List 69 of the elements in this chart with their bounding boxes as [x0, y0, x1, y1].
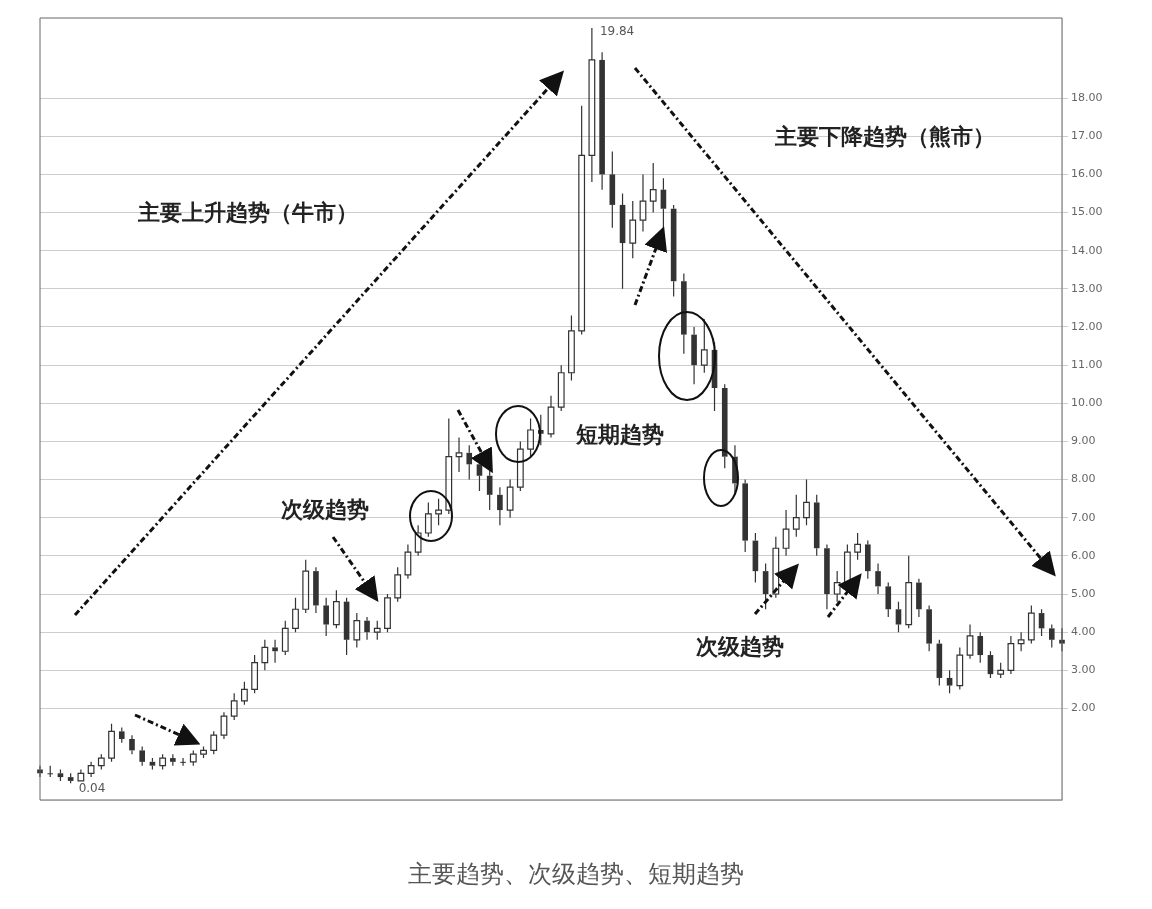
candlestick: [435, 498, 442, 526]
candlestick: [966, 623, 974, 660]
annotation: 19.84: [599, 24, 635, 39]
candlestick: [404, 543, 412, 580]
y-tick-label: 14.00: [1071, 243, 1103, 257]
candlestick: [220, 711, 228, 740]
y-tick-label: 15.00: [1071, 205, 1103, 219]
candlestick: [639, 173, 647, 233]
candlestick: [445, 417, 453, 515]
candlestick: [547, 395, 555, 439]
candlestick: [803, 478, 810, 526]
y-tick-label: 11.00: [1071, 357, 1103, 371]
annotation: 主要下降趋势（熊市）: [775, 123, 995, 151]
annotation: 主要上升趋势（牛市）: [138, 199, 358, 227]
y-tick-label: 17.00: [1071, 129, 1103, 143]
text: 主要趋势、次级趋势、短期趋势: [407, 859, 745, 890]
annotation: 次级趋势: [281, 496, 369, 524]
candlestick: [609, 150, 616, 229]
candlestick: [681, 272, 687, 355]
candlestick: [588, 27, 596, 183]
candlestick: [854, 532, 862, 561]
candlestick: [905, 555, 913, 629]
y-tick-label: 5.00: [1071, 586, 1096, 600]
candlestick: [1007, 635, 1015, 675]
candlestick: [455, 437, 463, 473]
y-tick-label: 7.00: [1071, 510, 1096, 524]
candlestick: [170, 753, 176, 767]
candlestick: [466, 444, 473, 481]
y-tick-label: 12.00: [1071, 319, 1103, 333]
candlestick: [782, 509, 790, 557]
y-tick-label: 8.00: [1071, 472, 1096, 486]
candlestick: [313, 566, 319, 614]
y-tick-label: 10.00: [1071, 396, 1103, 410]
candlestick: [497, 486, 503, 526]
candlestick: [527, 417, 534, 458]
candlestick: [629, 200, 637, 259]
candlestick: [792, 494, 800, 538]
candlestick: [824, 543, 830, 610]
y-tick-label: 2.00: [1071, 701, 1096, 715]
candlestick: [568, 314, 575, 381]
y-tick-label: 3.00: [1071, 663, 1096, 677]
candlestick: [875, 562, 881, 595]
candlestick: [1017, 631, 1025, 652]
candlestick: [414, 524, 422, 557]
candlestick: [700, 318, 708, 374]
candlestick: [599, 51, 605, 191]
candlestick: [87, 761, 95, 778]
y-tick-label: 18.00: [1071, 90, 1103, 104]
candlestick: [578, 105, 586, 336]
annotation: 短期趋势: [576, 421, 664, 449]
y-tick-label: 16.00: [1071, 167, 1103, 181]
candlestick: [272, 639, 278, 664]
candlestick: [77, 768, 85, 782]
candlestick: [506, 478, 514, 519]
candlestick: [323, 597, 329, 637]
candlestick: [180, 757, 186, 767]
candlestick: [916, 578, 922, 618]
annotation: 次级趋势: [696, 633, 784, 661]
candlestick: [833, 570, 841, 603]
candlestick: [364, 616, 370, 641]
annotation: 0.04: [78, 781, 106, 796]
candlestick: [926, 604, 932, 652]
y-tick-label: 13.00: [1071, 281, 1103, 295]
candlestick: [691, 326, 697, 385]
y-tick-label: 9.00: [1071, 434, 1096, 448]
y-tick-label: 4.00: [1071, 625, 1096, 639]
candlestick: [129, 734, 135, 755]
candlestick: [649, 162, 657, 214]
y-tick-label: 6.00: [1071, 548, 1096, 562]
